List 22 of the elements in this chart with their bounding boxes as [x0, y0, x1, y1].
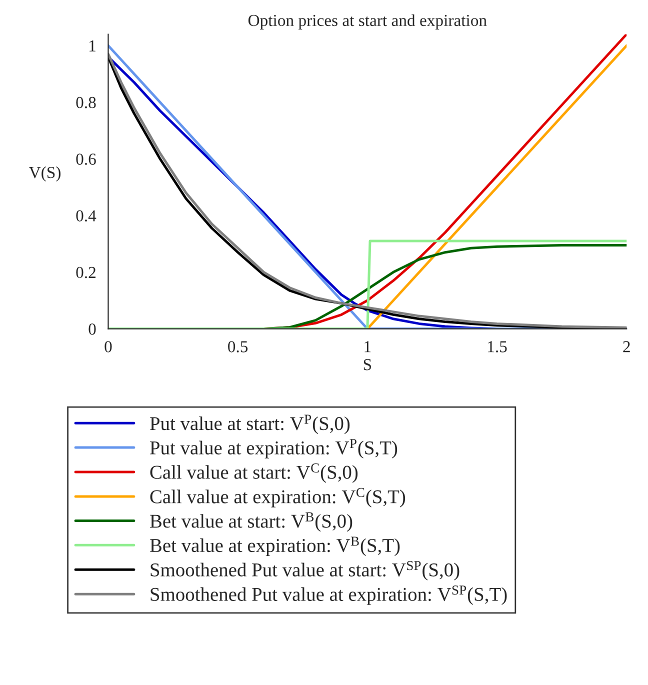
x-tick-label: 2: [623, 341, 630, 352]
legend-label: Smoothened Put value at expiration: V$^{SP}$(S,T): [150, 586, 507, 605]
x-axis-title: S: [364, 359, 372, 370]
y-tick-label: 0.2: [76, 266, 96, 278]
legend-label: Bet value at start: V$^{B}$(S,0): [150, 512, 352, 532]
x-tick-label: 0: [104, 341, 112, 352]
legend-label: Smoothened Put value at start: V$^{SP}$(S,0): [150, 561, 460, 580]
legend-label: Call value at start: V$^{C}$(S,0): [150, 463, 358, 483]
chart-title: Option prices at start and expiration: [248, 14, 487, 30]
legend-label: Bet value at expiration: V$^{B}$(S,T): [150, 536, 400, 556]
y-tick-label: 0.6: [76, 154, 96, 165]
y-tick-label: 0: [88, 324, 96, 335]
y-axis-title: V(S): [29, 166, 60, 182]
y-tick-label: 1: [90, 40, 96, 52]
legend-label: Call value at expiration: V$^{C}$(S,T): [150, 488, 406, 508]
x-tick-label: 0.5: [228, 341, 248, 352]
y-tick-label: 0.4: [76, 210, 96, 222]
x-tick-label: 1.5: [488, 341, 507, 352]
y-tick-label: 0.8: [76, 96, 96, 108]
legend-label: Put value at expiration: V$^{P}$(S,T): [150, 439, 398, 458]
legend-label: Put value at start: V$^{P}$(S,0): [150, 414, 350, 434]
x-tick-label: 1: [364, 341, 371, 352]
